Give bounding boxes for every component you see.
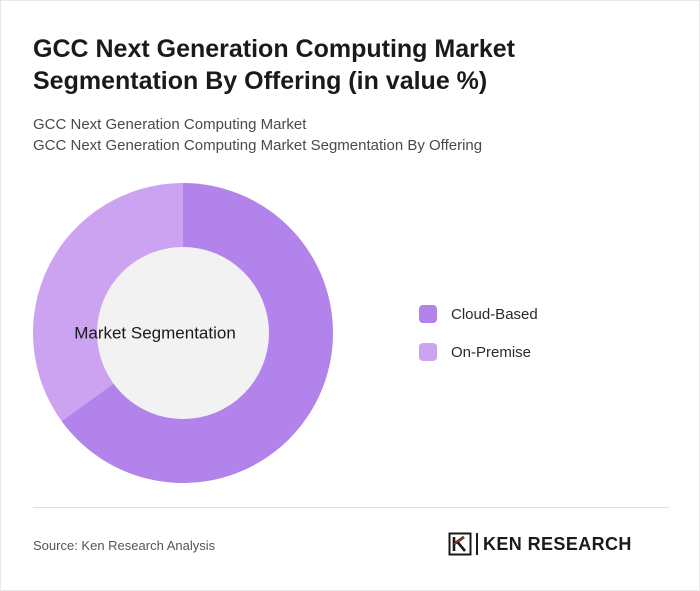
logo-text: KEN RESEARCH [483, 533, 632, 554]
ken-research-k-icon [448, 532, 472, 556]
legend-swatch-cloud-based [419, 305, 437, 323]
chart-subtitles: GCC Next Generation Computing Market GCC… [33, 114, 482, 156]
legend-item-on-premise[interactable]: On-Premise [419, 341, 538, 363]
legend-label-cloud-based: Cloud-Based [451, 305, 538, 323]
legend-swatch-on-premise [419, 343, 437, 361]
ken-research-logo[interactable]: KEN RESEARCH [448, 532, 632, 556]
donut-chart: Market Segmentation [33, 183, 334, 483]
chart-title: GCC Next Generation Computing Market Seg… [33, 35, 515, 95]
source-note: Source: Ken Research Analysis [33, 538, 216, 553]
chart-legend: Cloud-Based On-Premise [419, 303, 538, 379]
donut-center [97, 247, 269, 419]
donut-center-label: Market Segmentation [74, 323, 236, 342]
subtitle-market: GCC Next Generation Computing Market [33, 116, 307, 133]
subtitle-segmentation: GCC Next Generation Computing Market Seg… [33, 137, 483, 154]
legend-item-cloud-based[interactable]: Cloud-Based [419, 303, 538, 325]
legend-label-on-premise: On-Premise [451, 343, 532, 361]
logo-separator [476, 533, 478, 555]
footer-divider [33, 507, 669, 508]
